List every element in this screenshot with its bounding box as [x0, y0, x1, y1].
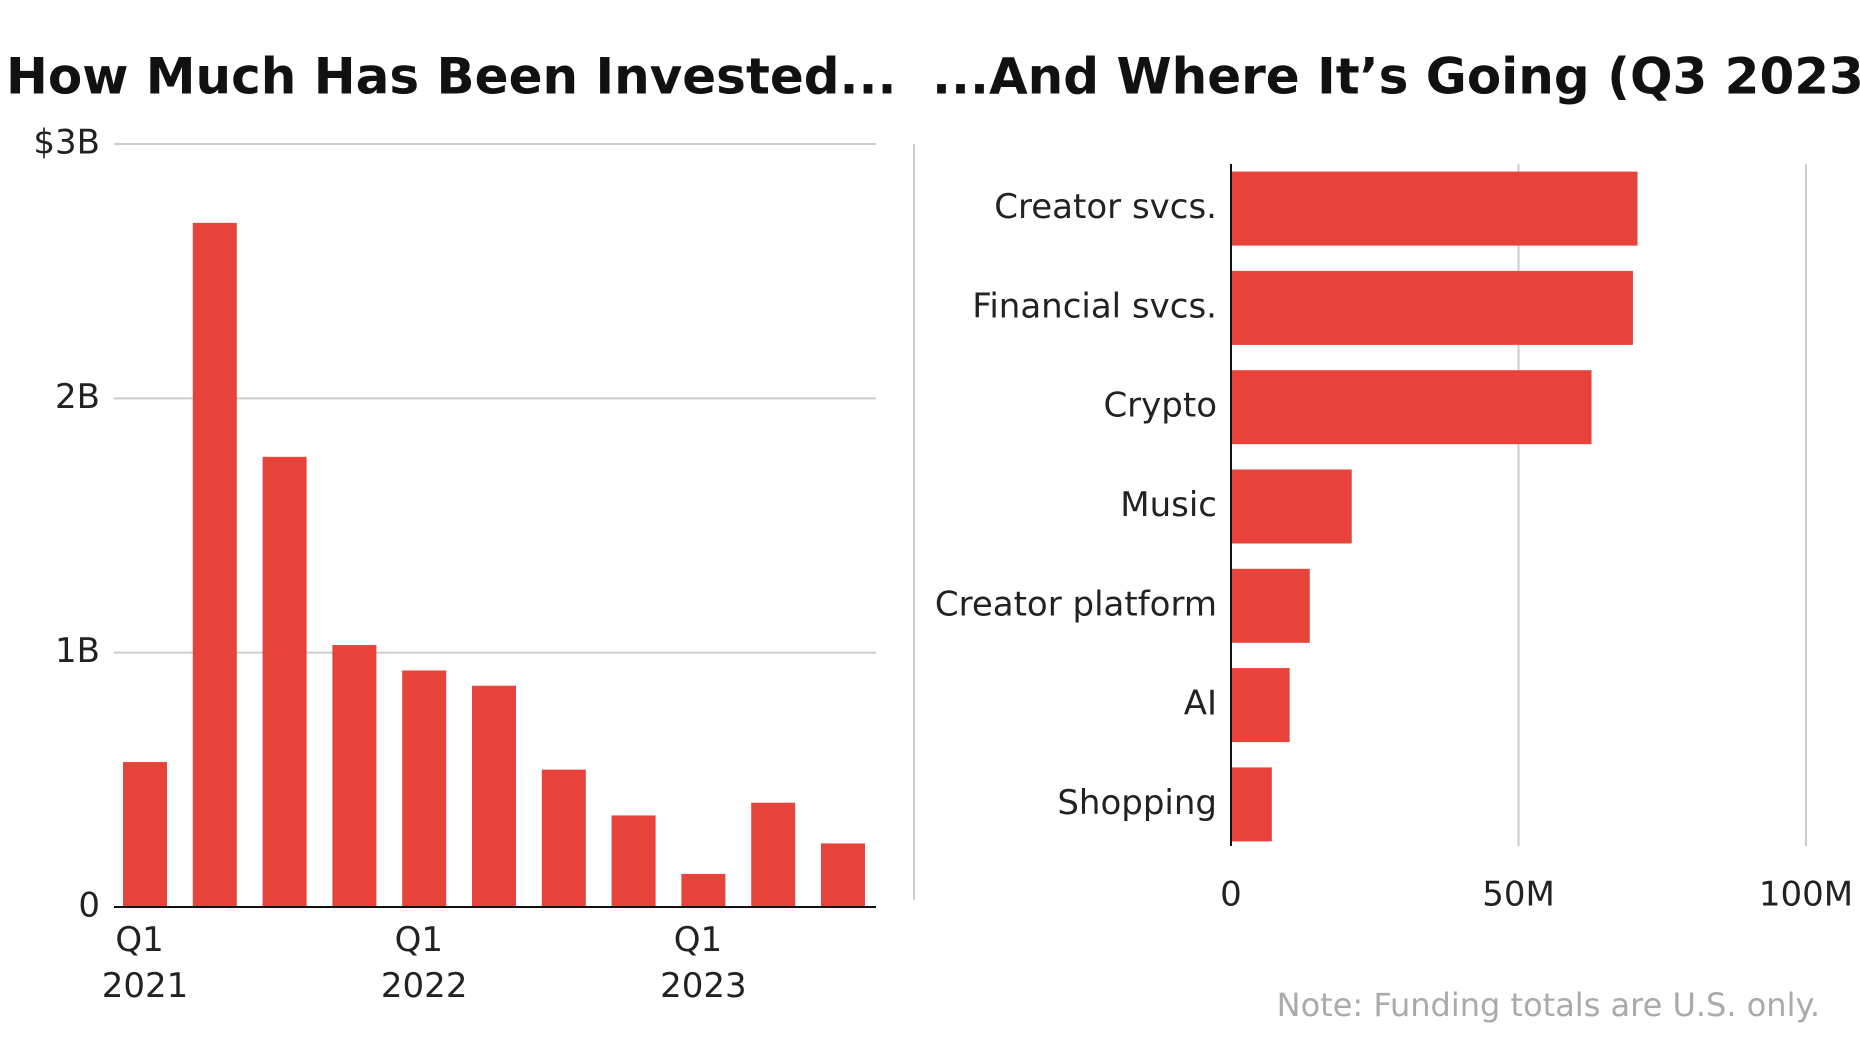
bar	[1231, 767, 1272, 842]
x-tick-line: Q1	[395, 920, 454, 960]
x-tick-label: Q1 2022	[381, 920, 468, 1006]
x-tick-line: Q1	[674, 920, 733, 960]
bar	[541, 769, 586, 907]
y-tick-label: Music	[1120, 485, 1217, 525]
bar	[1231, 370, 1592, 445]
x-tick-line: Q1	[115, 920, 174, 960]
x-tick-line: 2023	[660, 966, 747, 1006]
chart-title: How Much Has Been Invested...	[6, 48, 897, 106]
x-tick-label: Q1 2023	[660, 920, 747, 1006]
y-tick-label: Shopping	[1057, 783, 1217, 823]
y-tick-label: Creator platform	[935, 584, 1217, 624]
bar	[1231, 568, 1310, 643]
x-tick-label: Q1 2021	[102, 920, 189, 1006]
x-tick-line: 2022	[381, 966, 468, 1006]
note: Note: Funding totals are U.S. only.	[1277, 986, 1820, 1024]
bar	[1231, 171, 1638, 246]
bar	[332, 645, 377, 907]
bar	[751, 802, 796, 907]
bar	[1231, 668, 1290, 743]
bar	[262, 456, 307, 907]
bar	[123, 762, 167, 907]
bar	[402, 670, 447, 907]
bar	[821, 843, 865, 907]
bar	[611, 815, 656, 907]
y-tick-label: 1B	[55, 631, 100, 671]
bar	[681, 873, 726, 907]
x-tick-label: 50M	[1482, 875, 1555, 915]
y-tick-label: 2B	[55, 377, 100, 417]
bar	[1231, 469, 1352, 544]
y-tick-label: Creator svcs.	[994, 187, 1217, 227]
y-tick-label: $3B	[33, 123, 100, 163]
bar	[1231, 270, 1633, 345]
bar	[472, 685, 516, 907]
x-tick-label: 100M	[1759, 875, 1853, 915]
x-tick-label: 0	[1220, 875, 1242, 915]
y-tick-label: Crypto	[1103, 386, 1217, 426]
chart-title: ...And Where It’s Going (Q3 2023)	[932, 48, 1860, 106]
x-tick-line: 2021	[102, 966, 189, 1006]
y-tick-label: Financial svcs.	[972, 286, 1217, 326]
y-tick-label: AI	[1184, 684, 1217, 724]
bar	[192, 222, 237, 908]
y-tick-label: 0	[78, 886, 100, 926]
